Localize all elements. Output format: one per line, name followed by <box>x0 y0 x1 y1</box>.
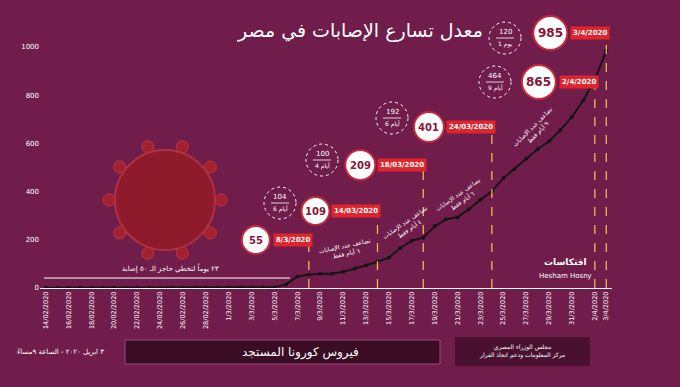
svg-text:1 يوم: 1 يوم <box>498 40 513 48</box>
svg-text:15/3/2020: 15/3/2020 <box>385 292 393 325</box>
svg-text:23/3/2020: 23/3/2020 <box>477 292 485 325</box>
svg-text:21/3/2020: 21/3/2020 <box>454 292 462 325</box>
svg-text:985: 985 <box>538 26 563 40</box>
svg-text:تضاعف عدد الإصابات٤ أيام فقط: تضاعف عدد الإصابات٤ أيام فقط <box>381 204 434 247</box>
svg-text:تضاعف عدد الإصابات٦ أيام فقط: تضاعف عدد الإصابات٦ أيام فقط <box>434 176 487 219</box>
svg-text:13/3/2020: 13/3/2020 <box>362 292 370 325</box>
svg-text:120: 120 <box>499 28 512 36</box>
svg-text:200: 200 <box>26 236 39 244</box>
svg-text:109: 109 <box>305 206 326 217</box>
svg-text:16/02/2020: 16/02/2020 <box>65 292 73 329</box>
svg-text:192: 192 <box>386 108 399 116</box>
svg-text:31/3/2020: 31/3/2020 <box>568 292 576 325</box>
svg-text:7/3/2020: 7/3/2020 <box>294 292 302 321</box>
svg-text:14/03/2020: 14/03/2020 <box>334 207 378 215</box>
svg-text:800: 800 <box>26 92 39 100</box>
svg-text:17/3/2020: 17/3/2020 <box>408 292 416 325</box>
svg-text:8/3/2020: 8/3/2020 <box>276 236 310 244</box>
svg-text:20/02/2020: 20/02/2020 <box>110 292 118 329</box>
svg-text:19/3/2020: 19/3/2020 <box>431 292 439 325</box>
svg-text:104: 104 <box>273 193 287 201</box>
svg-text:معدل تسارع الإصابات في مصر: معدل تسارع الإصابات في مصر <box>237 19 483 42</box>
svg-text:55: 55 <box>249 235 263 246</box>
svg-text:28/02/2020: 28/02/2020 <box>202 292 210 329</box>
svg-text:22/02/2020: 22/02/2020 <box>133 292 141 329</box>
svg-text:27/3/2020: 27/3/2020 <box>522 292 530 325</box>
svg-text:100: 100 <box>316 150 329 158</box>
svg-text:1000: 1000 <box>21 43 39 51</box>
svg-text:25/3/2020: 25/3/2020 <box>499 292 507 325</box>
svg-text:2/4/2020: 2/4/2020 <box>562 78 596 86</box>
svg-text:29/3/2020: 29/3/2020 <box>545 292 553 325</box>
svg-text:3/3/2020: 3/3/2020 <box>248 292 256 321</box>
svg-text:401: 401 <box>418 122 439 133</box>
svg-text:9 أيام: 9 أيام <box>488 84 503 92</box>
svg-text:209: 209 <box>350 160 371 171</box>
svg-text:تضاعف عدد الإصابات٦ أيام فقط: تضاعف عدد الإصابات٦ أيام فقط <box>318 237 373 264</box>
svg-text:4 أيام: 4 أيام <box>315 162 330 170</box>
svg-text:6 أيام: 6 أيام <box>273 205 288 213</box>
svg-text:1/3/2020: 1/3/2020 <box>225 292 233 321</box>
svg-text:600: 600 <box>26 140 39 148</box>
svg-text:5/3/2020: 5/3/2020 <box>271 292 279 321</box>
svg-text:فيروس كورونا المستجد: فيروس كورونا المستجد <box>242 345 359 360</box>
svg-text:اقتكاسات: اقتكاسات <box>544 257 587 267</box>
svg-text:18/02/2020: 18/02/2020 <box>88 292 96 329</box>
svg-text:مجلس الوزراء المصريمركز المعلو: مجلس الوزراء المصريمركز المعلومات ودعم ا… <box>479 343 565 359</box>
svg-text:400: 400 <box>26 188 39 196</box>
svg-text:18/03/2020: 18/03/2020 <box>380 161 424 169</box>
svg-text:٢٣ يوماً لتخطي حاجز الـ ٥٠ إصا: ٢٣ يوماً لتخطي حاجز الـ ٥٠ إصابة <box>122 263 219 273</box>
svg-text:3/4/2020: 3/4/2020 <box>573 29 607 37</box>
svg-text:2/4/2020: 2/4/2020 <box>591 292 599 321</box>
svg-text:0: 0 <box>35 284 39 292</box>
svg-text:14/02/2020: 14/02/2020 <box>42 292 50 329</box>
svg-text:6 أيام: 6 أيام <box>385 120 400 128</box>
svg-text:٣ ابريل ٢٠٢٠ - الساعة ٩مساءً: ٣ ابريل ٢٠٢٠ - الساعة ٩مساءً <box>17 348 104 356</box>
svg-text:26/02/2020: 26/02/2020 <box>179 292 187 329</box>
svg-text:تضاعف عدد الإصابات٩ أيام فقط: تضاعف عدد الإصابات٩ أيام فقط <box>511 105 560 154</box>
svg-text:11/3/2020: 11/3/2020 <box>339 292 347 325</box>
svg-text:3/4/2020: 3/4/2020 <box>602 292 610 321</box>
svg-text:24/03/2020: 24/03/2020 <box>449 123 493 131</box>
svg-text:464: 464 <box>488 72 502 80</box>
svg-text:24/02/2020: 24/02/2020 <box>156 292 164 329</box>
svg-text:9/3/2020: 9/3/2020 <box>316 292 324 321</box>
svg-text:865: 865 <box>526 75 551 89</box>
svg-text:Hesham Hosny: Hesham Hosny <box>539 272 592 280</box>
